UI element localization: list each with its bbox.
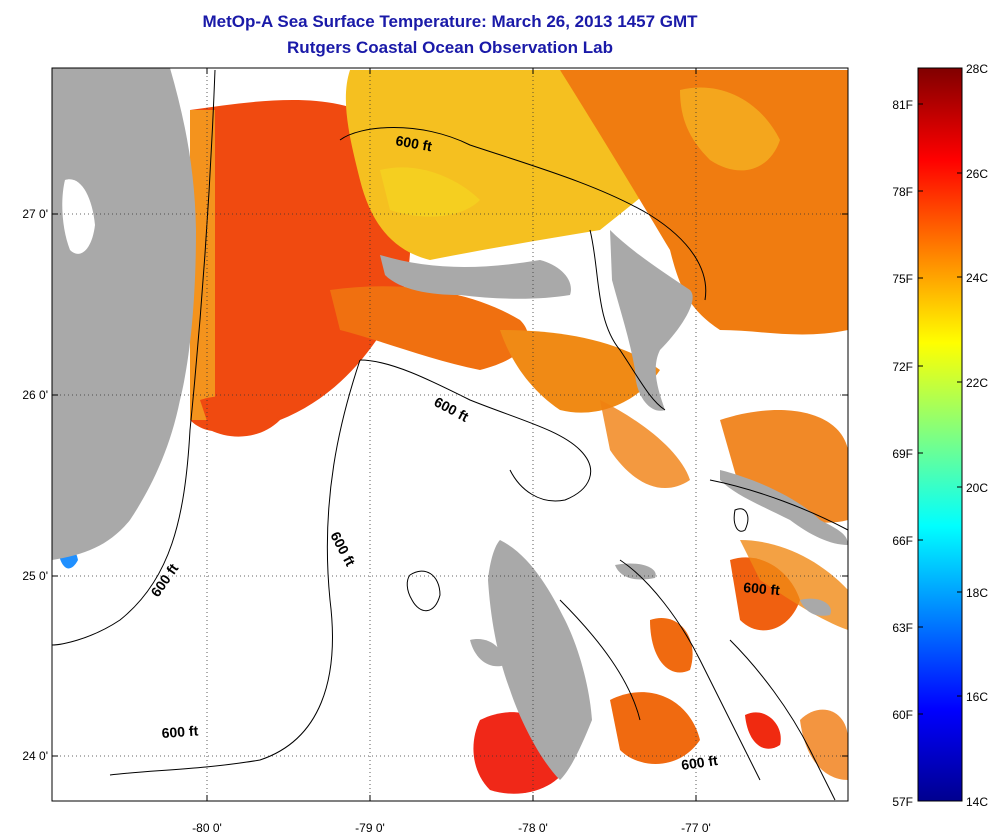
lat-label: 26 0' (22, 388, 48, 402)
celsius-label: 20C (966, 481, 988, 495)
colorbar-gradient (917, 67, 963, 802)
lat-label: 27 0' (22, 207, 48, 221)
lon-label: -79 0' (355, 821, 385, 835)
map-area: 600 ft 600 ft 600 ft 600 ft 600 ft 600 f… (52, 68, 848, 801)
colorbar: 28C 26C 24C 22C 20C 18C 16C 14C 81F 78F … (892, 62, 988, 809)
lat-label: 25 0' (22, 569, 48, 583)
celsius-label: 14C (966, 795, 988, 809)
isobath-label: 600 ft (161, 722, 199, 741)
fahrenheit-label: 57F (892, 795, 913, 809)
fahrenheit-label: 78F (892, 185, 913, 199)
fahrenheit-label: 81F (892, 98, 913, 112)
axis-ticks (52, 68, 848, 801)
fahrenheit-label: 72F (892, 360, 913, 374)
fahrenheit-label: 66F (892, 534, 913, 548)
celsius-label: 16C (966, 690, 988, 704)
fahrenheit-label: 63F (892, 621, 913, 635)
fahrenheit-label: 75F (892, 272, 913, 286)
sst-field (57, 70, 848, 794)
lat-label: 24 0' (22, 749, 48, 763)
celsius-label: 22C (966, 376, 988, 390)
land-masses (52, 68, 848, 780)
fahrenheit-label: 69F (892, 447, 913, 461)
celsius-label: 24C (966, 271, 988, 285)
isobath-label: 600 ft (680, 752, 719, 773)
isobath-contours (52, 69, 848, 801)
lon-label: -78 0' (518, 821, 548, 835)
lon-label: -80 0' (192, 821, 222, 835)
latitude-labels: 27 0' 26 0' 25 0' 24 0' (22, 207, 48, 763)
celsius-labels: 28C 26C 24C 22C 20C 18C 16C 14C (966, 62, 988, 809)
celsius-label: 18C (966, 586, 988, 600)
celsius-label: 28C (966, 62, 988, 76)
isobath-label: 600 ft (394, 132, 433, 154)
map-title: MetOp-A Sea Surface Temperature: March 2… (202, 12, 698, 31)
lon-label: -77 0' (681, 821, 711, 835)
isobath-label: 600 ft (743, 579, 781, 598)
longitude-labels: -80 0' -79 0' -78 0' -77 0' (192, 821, 711, 835)
fahrenheit-labels: 81F 78F 75F 72F 69F 66F 63F 60F 57F (892, 98, 913, 809)
graticule (52, 68, 848, 801)
fahrenheit-label: 60F (892, 708, 913, 722)
map-subtitle: Rutgers Coastal Ocean Observation Lab (287, 38, 613, 57)
celsius-label: 26C (966, 167, 988, 181)
map-frame (51, 67, 849, 802)
